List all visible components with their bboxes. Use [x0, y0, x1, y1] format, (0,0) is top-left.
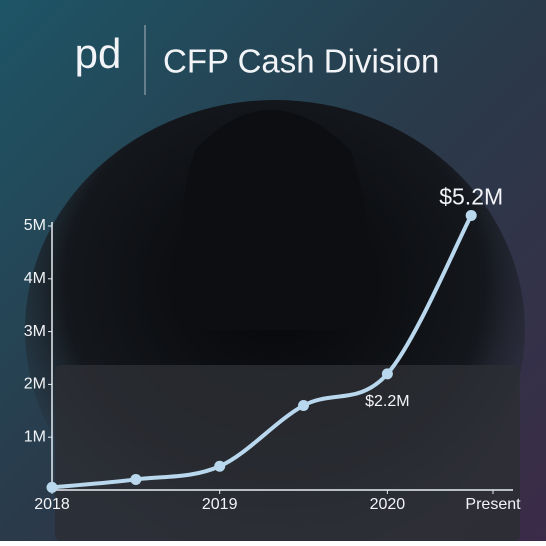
hooded-figure — [181, 110, 368, 330]
logo: pd — [75, 30, 122, 77]
x-tick-label: 2019 — [202, 496, 238, 513]
point — [214, 460, 226, 472]
chart-title: CFP Cash Division — [163, 43, 439, 80]
point — [465, 209, 477, 221]
x-tick-label: 2018 — [34, 496, 70, 513]
point — [130, 473, 142, 485]
point — [46, 481, 58, 493]
x-tick-label: 2020 — [370, 496, 406, 513]
point — [298, 400, 310, 412]
y-tick-label: 1M — [24, 428, 46, 445]
value-label: $2.2M — [365, 393, 409, 410]
y-tick-label: 4M — [24, 270, 46, 287]
y-tick-label: 5M — [24, 217, 46, 234]
value-label: $5.2M — [439, 184, 503, 210]
y-tick-label: 3M — [24, 323, 46, 340]
x-tick-label: Present — [465, 496, 521, 513]
laptop — [55, 365, 520, 541]
point — [381, 368, 393, 380]
y-tick-label: 2M — [24, 376, 46, 393]
